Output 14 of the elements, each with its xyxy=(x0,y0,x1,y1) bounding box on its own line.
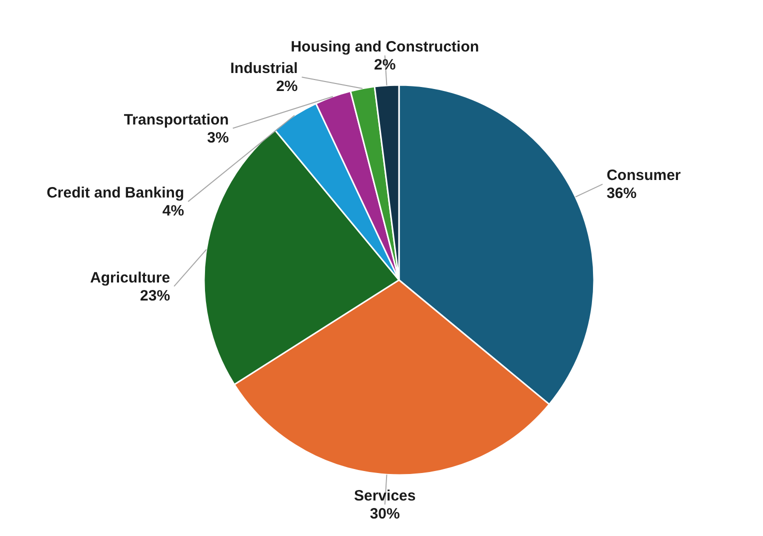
data-label: 36% xyxy=(606,185,637,202)
data-label: 30% xyxy=(370,506,400,523)
slice-label: Credit and Banking xyxy=(46,184,184,202)
data-label: 3% xyxy=(207,129,229,146)
data-label: 2% xyxy=(374,56,396,74)
data-label: 4% xyxy=(162,202,184,220)
data-label: 2% xyxy=(276,78,298,96)
data-label: 23% xyxy=(140,287,170,304)
slice-label: Services xyxy=(354,488,416,505)
slice-label: Industrial xyxy=(230,60,298,78)
slice-label: Agriculture xyxy=(90,269,170,286)
slice-label: Housing and Construction xyxy=(290,38,480,56)
slice-label: Transportation xyxy=(124,111,229,128)
slice-label: Consumer xyxy=(606,167,681,184)
